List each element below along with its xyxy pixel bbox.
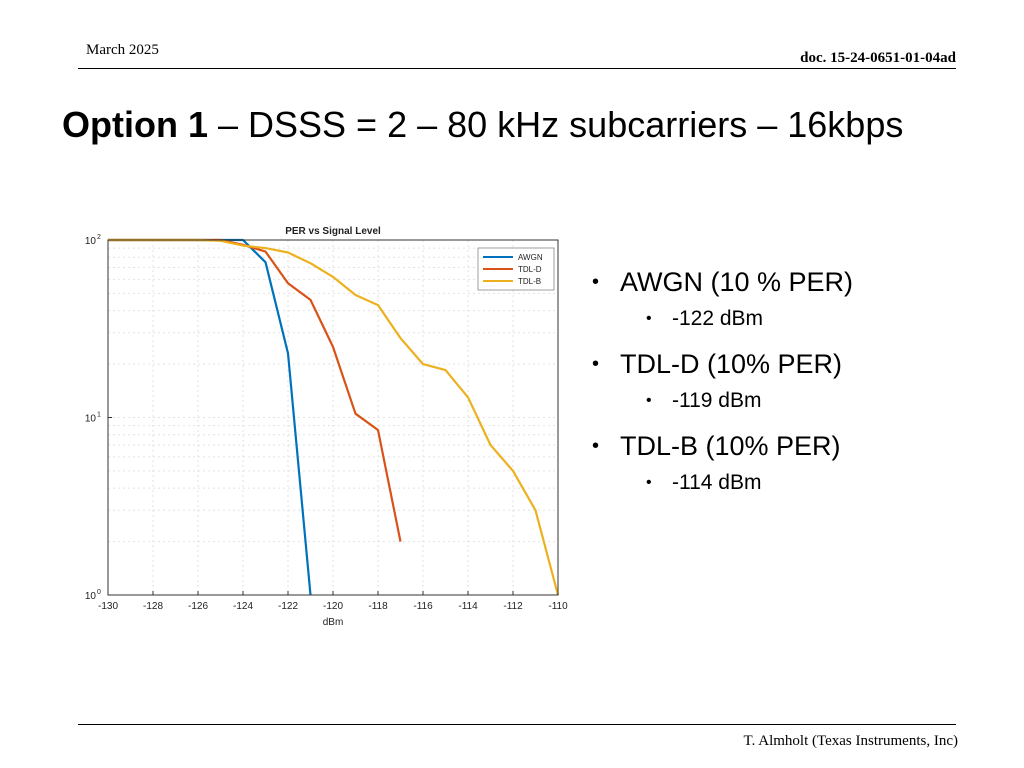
per-chart: -130 -128 -126 -124 -122 -120 -118 -116 -114 -112… xyxy=(78,220,578,632)
bullet-tdl-d: TDL-D (10% PER) xyxy=(590,344,1010,384)
bullet-tdl-b: TDL-B (10% PER) xyxy=(590,426,1010,466)
slide-title-rest: – DSSS = 2 – 80 kHz subcarriers – 16kbps xyxy=(208,104,904,145)
y-tick-exponent: 1 xyxy=(97,412,101,419)
series-line-tdl-b xyxy=(108,238,560,596)
sub-bullet-awgn: -122 dBm xyxy=(590,302,1010,336)
footer-author: T. Almholt (Texas Instruments, Inc) xyxy=(743,733,958,749)
y-tick-label: 10 xyxy=(85,236,97,247)
header-doc-id: doc. 15-24-0651-01-04ad xyxy=(800,50,956,66)
header-date: March 2025 xyxy=(86,42,159,58)
x-tick-label: -126 xyxy=(188,601,208,612)
header-rule xyxy=(78,68,956,69)
bullet-awgn: AWGN (10 % PER) xyxy=(590,262,1010,302)
x-tick-label: -118 xyxy=(368,601,388,612)
x-tick-label: -110 xyxy=(548,601,568,612)
x-axis-label: dBm xyxy=(323,617,344,628)
chart-title: PER vs Signal Level xyxy=(285,226,381,237)
x-tick-label: -114 xyxy=(458,601,478,612)
y-tick-label: 10 xyxy=(85,591,97,602)
chart-legend: AWGN TDL-D TDL-B xyxy=(477,247,555,291)
x-tick-label: -116 xyxy=(413,601,433,612)
sub-bullet-tdl-d: -119 dBm xyxy=(590,384,1010,418)
slide-title: Option 1 – DSSS = 2 – 80 kHz subcarriers… xyxy=(62,104,903,146)
legend-label-tdl-b: TDL-B xyxy=(518,277,541,286)
slide-title-bold: Option 1 xyxy=(62,104,208,145)
per-chart-svg: -130 -128 -126 -124 -122 -120 -118 -116 -114 -112… xyxy=(85,226,568,628)
x-tick-label: -128 xyxy=(143,601,163,612)
x-tick-label: -130 xyxy=(98,601,118,612)
y-tick-exponent: 0 xyxy=(97,589,101,596)
footer-rule xyxy=(78,724,956,725)
y-tick-label: 10 xyxy=(85,414,97,425)
x-tick-label: -124 xyxy=(233,601,253,612)
x-tick-label: -112 xyxy=(503,601,523,612)
legend-label-awgn: AWGN xyxy=(518,253,543,262)
sub-bullet-tdl-b: -114 dBm xyxy=(590,466,1010,500)
legend-label-tdl-d: TDL-D xyxy=(518,265,542,274)
x-tick-label: -122 xyxy=(278,601,298,612)
y-tick-exponent: 2 xyxy=(97,234,101,241)
x-tick-label: -120 xyxy=(323,601,343,612)
bullet-list: AWGN (10 % PER) -122 dBm TDL-D (10% PER)… xyxy=(590,262,1010,508)
